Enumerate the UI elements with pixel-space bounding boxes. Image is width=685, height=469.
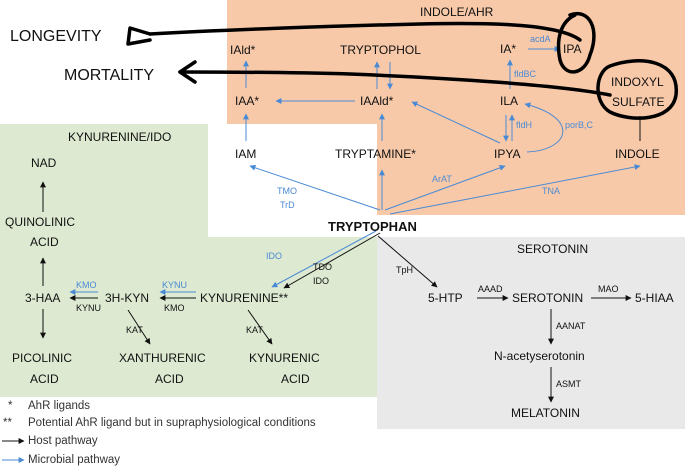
node-kynurenic-line1: KYNURENIC [249,351,320,365]
enzyme-kmo: KMO [164,303,185,313]
node-quinolinic-line2: ACID [30,235,59,249]
node-ipa: IPA [563,42,582,56]
edge-ipya-iaald [411,101,501,144]
enzyme-asmt: ASMT [556,379,582,389]
enzyme-acda: acdA [530,34,551,44]
ipa-circle [556,11,596,74]
edge-porbc [524,102,564,153]
enzyme-kynu-microbial: KYNU [162,280,188,290]
enzyme-tdo: TDO [313,262,332,272]
node-xanthurenic-line1: XANTHURENIC [119,351,206,365]
node-kynurenine: KYNURENINE** [200,291,289,305]
enzyme-kmo-microbial: KMO [76,280,97,290]
legend-ahr-ligands: AhR ligands [28,400,91,412]
edge-trp-iam [249,164,381,211]
node-tryptamine: TRYPTAMINE* [335,147,416,161]
node-tryptophol: TRYPTOPHOL [340,43,421,57]
legend-star2: ** [3,417,12,429]
enzyme-trd: TrD [280,200,295,210]
node-ila: ILA [500,94,519,108]
longevity-stroke [148,21,582,42]
longevity-arrowhead [126,26,152,46]
node-indole: INDOLE [615,147,660,161]
mortality-label: MORTALITY [64,67,155,84]
node-nad: NAD [31,156,57,170]
enzyme-kat-1: KAT [126,325,143,335]
edge-trp-kynurenine-host [283,232,381,289]
enzyme-aanat: AANAT [556,321,586,331]
enzyme-kat-2: KAT [246,325,263,335]
node-iam: IAM [235,147,257,161]
edge-kynurenine-kynurenic [247,309,273,345]
node-3haa: 3-HAA [25,291,61,305]
edge-trp-kynurenine-ido-microbial [271,230,377,288]
legend-microbial-pathway: Microbial pathway [28,454,121,466]
node-ipya: IPYA [494,147,521,161]
node-serotonin: SEROTONIN [512,291,584,305]
node-indoxyl-line2: SULFATE [612,95,665,109]
node-ia: IA* [500,42,517,56]
node-quinolinic-line1: QUINOLINIC [5,215,76,229]
mortality-stroke [178,70,612,97]
node-5htp: 5-HTP [428,291,463,305]
node-kynurenic-line2: ACID [281,372,310,386]
indoxyl-circle [596,59,678,120]
enzyme-ido: IDO [313,276,330,286]
enzyme-ido-microbial: IDO [266,251,283,261]
node-n-acetylserotonin: N-acetyserotonin [494,349,585,363]
node-3hkyn: 3H-KYN [105,291,150,305]
enzyme-fldbc: fldBC [514,69,537,79]
edge-3hkyn-xanthurenic [127,309,151,345]
legend-star1: * [8,400,13,412]
node-iaa: IAA* [235,94,260,108]
node-melatonin: MELATONIN [511,406,580,420]
node-5hiaa: 5-HIAA [635,291,674,305]
enzyme-arat: ArAT [432,174,452,184]
indole-ahr-heading: INDOLE/AHR [420,5,494,19]
edge-trp-5htp [377,235,438,288]
legend-host-pathway: Host pathway [28,435,98,447]
node-picolinic-line1: PICOLINIC [12,351,73,365]
edge-trp-indole [389,164,641,215]
enzyme-porbc: porB,C [565,120,594,130]
serotonin-heading: SEROTONIN [517,242,589,256]
node-iald: IAld* [230,43,256,57]
enzyme-tmo: TMO [277,186,297,196]
mortality-arrowhead [178,60,197,84]
enzyme-aaad: AAAD [478,284,503,294]
node-tryptophan: TRYPTOPHAN [328,219,417,234]
legend-potential-ahr: Potential AhR ligand but in supraphysiol… [28,417,316,429]
node-xanthurenic-line2: ACID [155,372,184,386]
serotonin-panel [377,237,685,429]
enzyme-mao: MAO [598,284,619,294]
longevity-label: LONGEVITY [10,28,102,45]
enzyme-tph: TpH [396,265,414,275]
enzyme-kynu: KYNU [76,303,102,313]
enzyme-fldh: fldH [516,120,533,130]
node-iaald: IAAld* [360,94,394,108]
node-indoxyl-line1: INDOXYL [611,75,664,89]
enzyme-tna: TNA [542,186,560,196]
kynurenine-ido-heading: KYNURENINE/IDO [68,130,172,144]
edge-trp-ipya [384,165,506,211]
node-picolinic-line2: ACID [30,372,59,386]
